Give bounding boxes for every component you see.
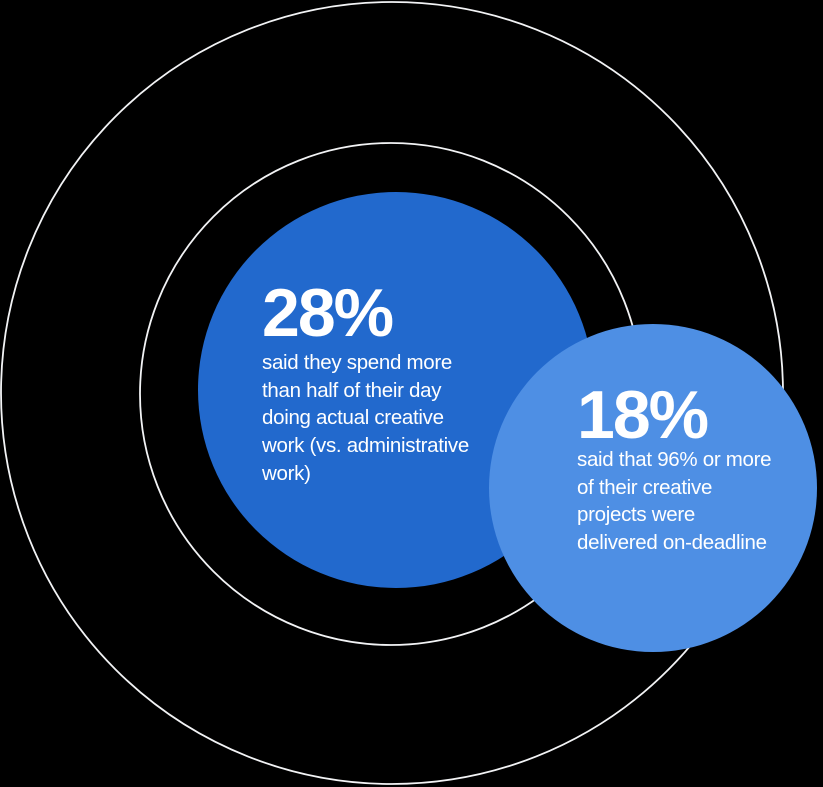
stat-18-line-2: of their creative	[577, 475, 713, 499]
stat-18-line-3: projects were	[577, 503, 696, 527]
stat-28-line-4: work (vs. administrative	[262, 434, 469, 458]
stat-28-line-1: said they spend more	[262, 351, 453, 374]
stat-bubble-18	[489, 324, 817, 652]
stat-18-line-1: said that 96% or more	[577, 448, 772, 471]
stat-18-description: said that 96% or more of their creative …	[577, 446, 772, 557]
stat-18-value: 18%	[577, 377, 709, 453]
stat-28-line-5: work)	[262, 461, 311, 485]
stat-28-value: 28%	[262, 275, 394, 351]
stat-28-line-2: than half of their day	[262, 378, 442, 402]
stat-18-line-4: delivered on-deadline	[577, 531, 767, 555]
stat-28-description: said they spend more than half of their …	[262, 349, 469, 488]
stat-28-line-3: doing actual creative	[262, 406, 444, 430]
